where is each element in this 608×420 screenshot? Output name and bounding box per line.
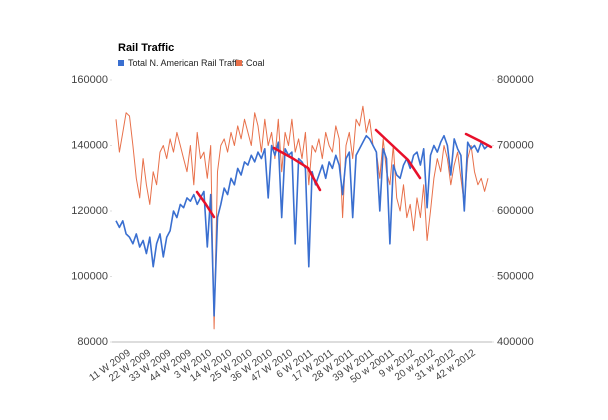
legend-swatch xyxy=(118,60,124,66)
traffic-line xyxy=(115,134,489,317)
y2-tick-label: 400000 xyxy=(497,336,534,348)
trend-annotation xyxy=(374,128,422,180)
y-tick-label: 160000 xyxy=(71,74,108,86)
y2-tick-label: 500000 xyxy=(497,270,534,282)
y2-tick-label: 700000 xyxy=(497,139,534,151)
chart-title: Rail Traffic xyxy=(118,42,174,54)
y-tick-label: 120000 xyxy=(71,205,108,217)
y2-tick-label: 800000 xyxy=(497,74,534,86)
coal-line xyxy=(115,105,489,330)
plot-area xyxy=(115,105,489,330)
trend-annotation xyxy=(464,132,493,149)
legend-label: Total N. American Rail Traffic xyxy=(128,58,244,68)
y-tick-label: 100000 xyxy=(71,270,108,282)
trend-annotation xyxy=(272,146,322,192)
legend-label: Coal xyxy=(246,58,265,68)
trend-annotation xyxy=(195,190,216,219)
legend-swatch xyxy=(236,60,242,66)
y-tick-label: 140000 xyxy=(71,139,108,151)
y2-tick-label: 600000 xyxy=(497,205,534,217)
annotations xyxy=(195,128,493,219)
y-tick-label: 80000 xyxy=(77,336,108,348)
